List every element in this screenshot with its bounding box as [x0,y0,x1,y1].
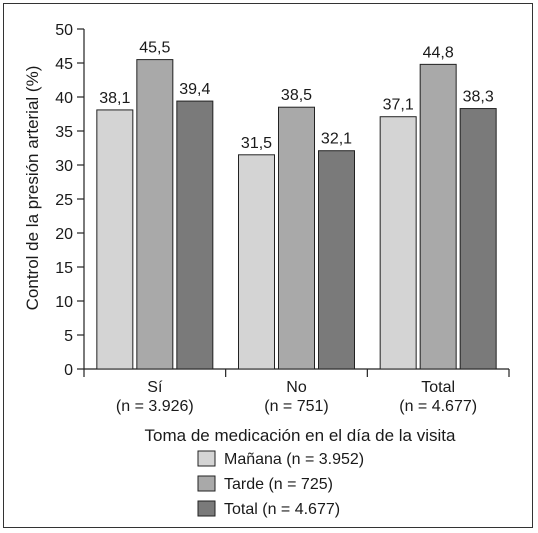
x-axis-label: Toma de medicación en el día de la visit… [145,426,456,445]
y-axis: 0 5 10 15 20 25 30 35 40 45 50 [55,22,85,379]
bar [459,108,497,370]
bars [96,59,497,370]
legend-label: Tarde (n = 725) [224,476,333,493]
x-tick-sublabel: (n = 751) [264,398,328,415]
figure-frame [3,3,533,528]
y-tick-label: 10 [55,294,73,311]
bar [419,63,457,370]
y-tick-label: 35 [55,124,73,141]
x-tick-label: Sí [147,379,163,396]
bar [318,150,355,370]
bar-value-label: 37,1 [383,97,414,114]
bar [379,116,417,370]
legend-swatch [197,500,216,517]
bar-value-labels: 38,1 45,5 39,4 31,5 38,5 32,1 37,1 44,8 38,3 [99,40,494,152]
bar [176,100,214,370]
legend-label: Total (n = 4.677) [224,501,340,518]
bar-value-label: 39,4 [179,81,210,98]
legend: Mañana (n = 3.952) Tarde (n = 725) Total (… [197,450,364,518]
y-tick-label: 50 [55,22,73,39]
y-axis-label: Control de la presión arterial (%) [23,66,42,311]
bar-value-label: 32,1 [321,131,352,148]
y-tick-label: 20 [55,226,73,243]
x-tick-sublabel: (n = 3.926) [116,398,194,415]
legend-label: Mañana (n = 3.952) [224,451,364,468]
bar-value-label: 45,5 [139,40,170,57]
y-tick-label: 5 [64,328,73,345]
bar [238,154,275,370]
bar-value-label: 44,8 [423,44,454,61]
x-tick-label: No [286,379,307,396]
bar-value-label: 38,3 [463,89,494,106]
y-tick-label: 15 [55,260,73,277]
y-tick-label: 45 [55,56,73,73]
x-axis: Sí (n = 3.926) No (n = 751) Total (n = 4.677) [83,368,510,415]
y-tick-label: 0 [64,362,73,379]
legend-swatch [197,475,216,492]
y-tick-label: 30 [55,158,73,175]
bar-value-label: 38,5 [281,87,312,104]
legend-swatch [197,450,216,467]
y-tick-label: 40 [55,90,73,107]
bar [96,109,134,370]
bar [136,59,174,370]
x-tick-sublabel: (n = 4.677) [399,398,477,415]
bar [278,106,315,370]
bar-value-label: 31,5 [241,135,272,152]
bar-value-label: 38,1 [99,90,130,107]
x-tick-label: Total [421,379,455,396]
y-tick-label: 25 [55,192,73,209]
